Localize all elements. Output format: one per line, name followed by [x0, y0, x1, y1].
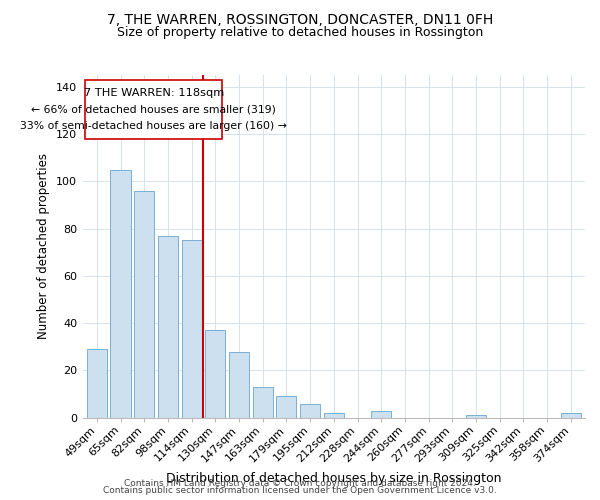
- Text: 7, THE WARREN, ROSSINGTON, DONCASTER, DN11 0FH: 7, THE WARREN, ROSSINGTON, DONCASTER, DN…: [107, 12, 493, 26]
- Text: Size of property relative to detached houses in Rossington: Size of property relative to detached ho…: [117, 26, 483, 39]
- FancyBboxPatch shape: [85, 80, 223, 139]
- Bar: [229, 352, 249, 418]
- Text: Contains public sector information licensed under the Open Government Licence v3: Contains public sector information licen…: [103, 486, 497, 495]
- Bar: [466, 416, 486, 418]
- Bar: [324, 413, 344, 418]
- Bar: [134, 191, 154, 418]
- Y-axis label: Number of detached properties: Number of detached properties: [37, 154, 50, 340]
- Bar: [110, 170, 131, 418]
- X-axis label: Distribution of detached houses by size in Rossington: Distribution of detached houses by size …: [166, 472, 502, 485]
- Text: ← 66% of detached houses are smaller (319): ← 66% of detached houses are smaller (31…: [31, 104, 276, 115]
- Bar: [561, 413, 581, 418]
- Bar: [87, 349, 107, 418]
- Bar: [205, 330, 226, 418]
- Bar: [158, 236, 178, 418]
- Bar: [253, 387, 273, 418]
- Text: Contains HM Land Registry data © Crown copyright and database right 2024.: Contains HM Land Registry data © Crown c…: [124, 478, 476, 488]
- Bar: [182, 240, 202, 418]
- Text: 7 THE WARREN: 118sqm: 7 THE WARREN: 118sqm: [83, 88, 224, 98]
- Bar: [300, 404, 320, 417]
- Bar: [371, 410, 391, 418]
- Bar: [277, 396, 296, 417]
- Text: 33% of semi-detached houses are larger (160) →: 33% of semi-detached houses are larger (…: [20, 121, 287, 131]
